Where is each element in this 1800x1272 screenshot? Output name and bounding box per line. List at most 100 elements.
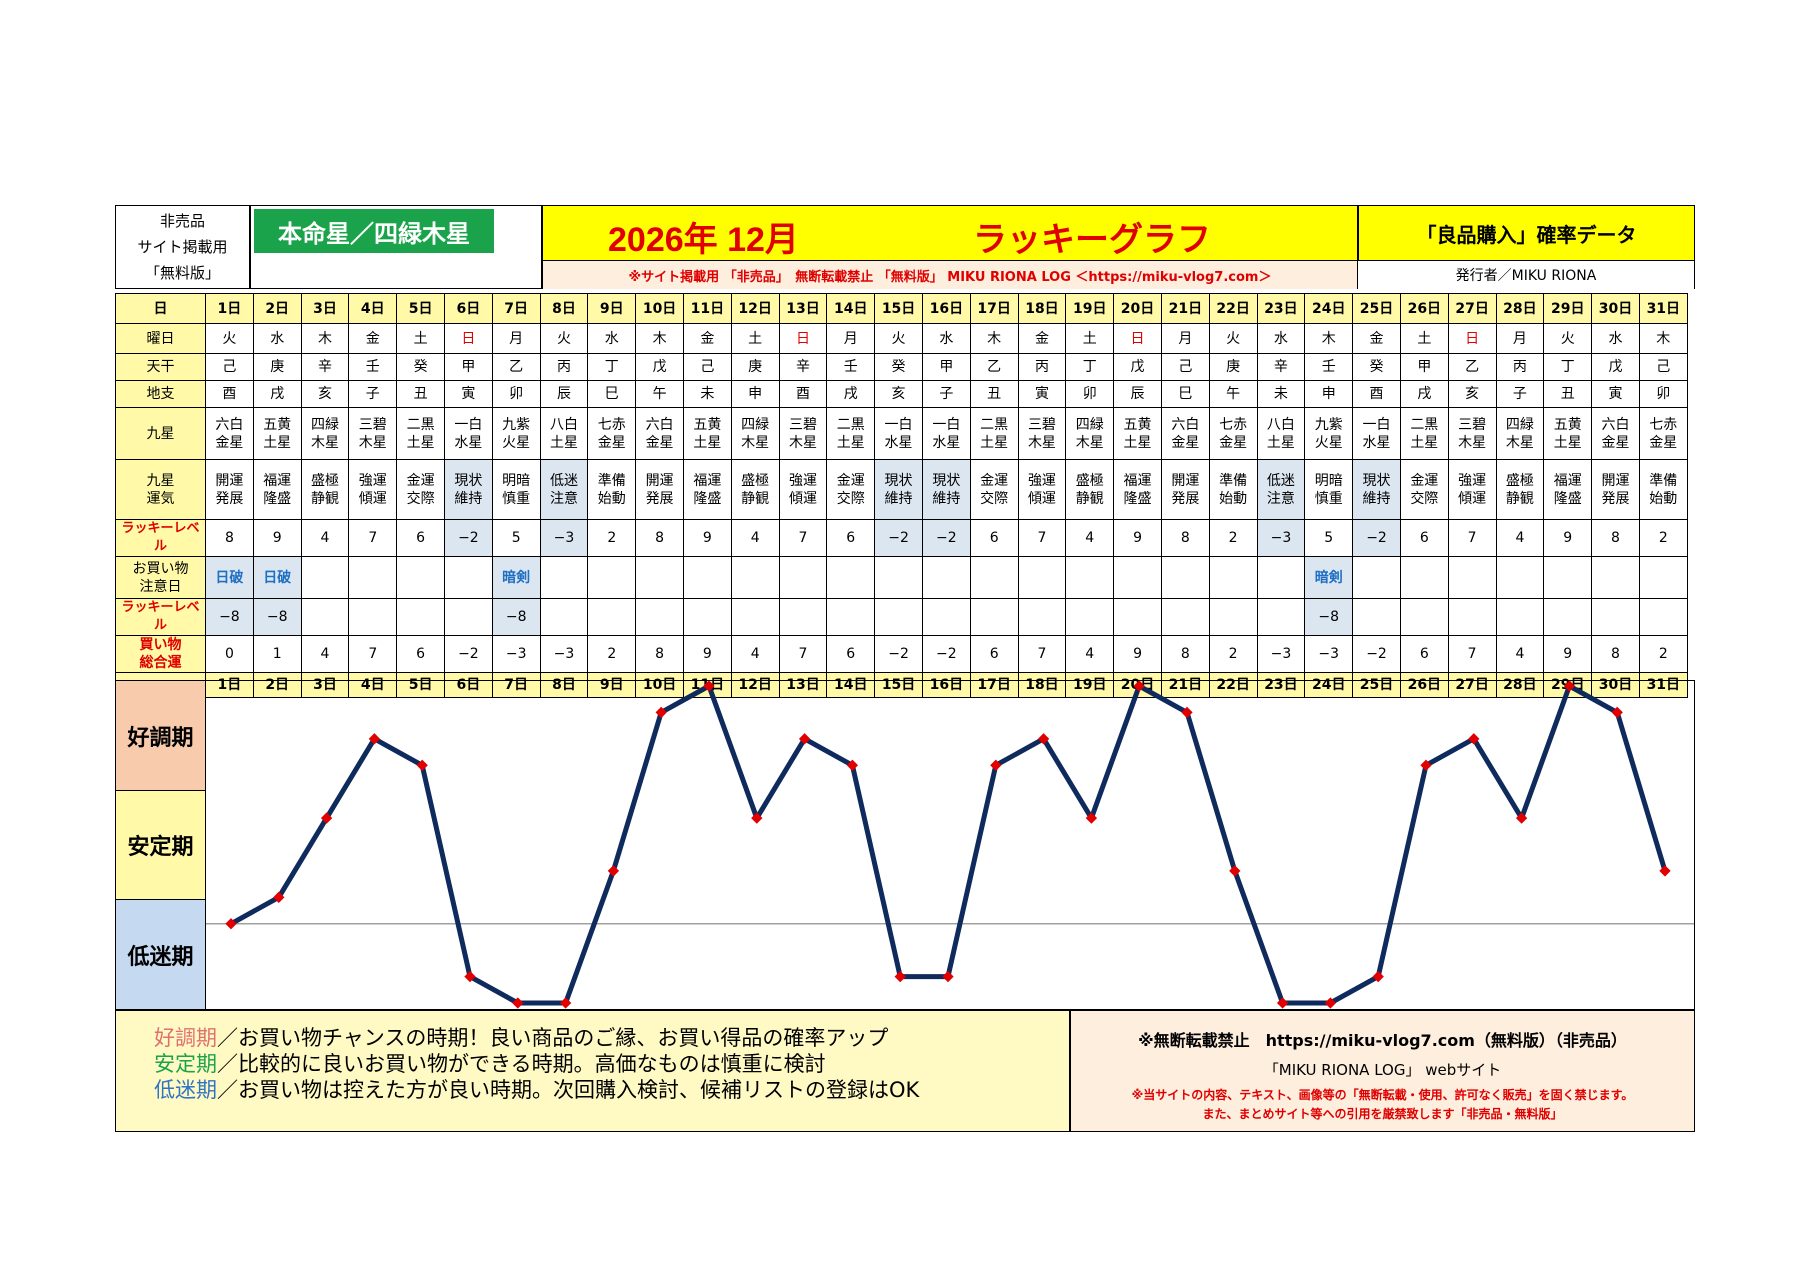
zone-stable-label: 安定期: [116, 791, 206, 900]
unki-cell: 盛極 静観: [730, 459, 780, 520]
weekday-row: 曜日火水木金土日月火水木金土日月火水木金土日月火水木金土日月火水木: [115, 323, 1688, 354]
day-bottom-cell: 8日: [539, 672, 589, 698]
weekday-cell: 水: [1256, 323, 1306, 354]
caution-level-cell: [1638, 598, 1688, 636]
day-bottom-cell: 6日: [443, 672, 493, 698]
data-point: [1372, 970, 1384, 983]
lucky-level-cell: −2: [443, 519, 493, 557]
kyusei-cell: 九紫 火星: [491, 407, 541, 460]
data-point: [273, 891, 285, 903]
chishi-cell: 辰: [1113, 380, 1162, 408]
chishi-row: 地支酉戌亥子丑寅卯辰巳午未申酉戌亥子丑寅卯辰巳午未申酉戌亥子丑寅卯: [115, 380, 1688, 408]
day-bottom-cell: 18日: [1017, 672, 1067, 698]
chishi-cell: 寅: [443, 380, 493, 408]
data-point: [607, 865, 620, 877]
day-cell: 1日: [205, 293, 254, 324]
legend-good-label: 好調期: [154, 1026, 217, 1050]
caution-cell: [1017, 556, 1067, 599]
legend-stable-text: ／比較的に良いお買い物ができる時期。高価なものは慎重に検討: [217, 1052, 826, 1076]
data-point: [990, 759, 1002, 771]
legend-stable-label: 安定期: [154, 1052, 217, 1076]
unki-cell: 福運 隆盛: [682, 459, 732, 520]
day-bottom-cell: 5日: [396, 672, 445, 698]
data-point: [751, 812, 763, 824]
caution-level-cell: [1208, 598, 1258, 636]
unki-cell: 福運 隆盛: [1543, 459, 1593, 520]
weekday-cell: 金: [348, 323, 398, 354]
kyusei-cell: 二黒 土星: [1399, 407, 1449, 460]
kyusei-cell: 一白 水星: [921, 407, 971, 460]
total-cell: 2: [1638, 635, 1688, 673]
weekday-cell: 火: [1543, 323, 1593, 354]
non-sale-line: 「無料版」: [144, 264, 220, 282]
kyusei-cell: 六白 金星: [1160, 407, 1210, 460]
publisher: 発行者／MIKU RIONA: [1358, 261, 1695, 289]
notice-box: ※無断転載禁止 https://miku-vlog7.com（無料版）（非売品）…: [1070, 1010, 1695, 1132]
header-blank: [250, 205, 542, 289]
kyusei-cell: 五黄 土星: [682, 407, 732, 460]
unki-cell: 現状 維持: [874, 459, 923, 520]
fortune-table: 日 1日 2日 3日 4日 5日 6日 7日 8日 9日 10日 11日 12日 13日 14日 15日 16日…: [115, 293, 1688, 698]
caution-cell: [1638, 556, 1688, 599]
legend-low-label: 低迷期: [154, 1078, 217, 1102]
lucky-level-cell: 6: [826, 519, 876, 557]
day-bottom-cell: 3日: [300, 672, 350, 698]
kyusei-cell: 二黒 土星: [826, 407, 876, 460]
chishi-cell: 巳: [1160, 380, 1210, 408]
chishi-cell: 卯: [1638, 380, 1688, 408]
caution-cell: [1352, 556, 1401, 599]
kyusei-cell: 八白 土星: [539, 407, 589, 460]
day-bottom-cell: 23日: [1256, 672, 1306, 698]
unki-cell: 金運 交際: [969, 459, 1019, 520]
kyusei-cell: 四緑 木星: [730, 407, 780, 460]
unki-cell: 金運 交際: [826, 459, 876, 520]
caution-level-cell: [1495, 598, 1545, 636]
day-cell: 17日: [969, 293, 1019, 324]
total-cell: 9: [1543, 635, 1593, 673]
unki-cell: 現状 維持: [921, 459, 971, 520]
kyusei-cell: 二黒 土星: [969, 407, 1019, 460]
lucky-level-cell: 2: [1208, 519, 1258, 557]
data-point: [225, 918, 237, 930]
caution-level-cell: [1399, 598, 1449, 636]
chishi-cell: 申: [1304, 380, 1354, 408]
weekday-cell: 土: [1399, 323, 1449, 354]
unki-cell: 強運 傾運: [1017, 459, 1067, 520]
kyusei-cell: 四緑 木星: [1495, 407, 1545, 460]
data-point: [320, 812, 333, 824]
tenkan-cell: 己: [1638, 353, 1688, 381]
unki-cell: 低迷 注意: [1256, 459, 1306, 520]
lucky-level-cell: 9: [252, 519, 302, 557]
lucky-level-cell: 4: [300, 519, 350, 557]
total-cell: 4: [300, 635, 350, 673]
chishi-cell: 子: [921, 380, 971, 408]
day-bottom-cell: 7日: [491, 672, 541, 698]
legend-box: 好調期／お買い物チャンスの時期！良い商品のご縁、お買い得品の確率アップ 安定期／…: [115, 1010, 1070, 1132]
day-cell: 20日: [1113, 293, 1162, 324]
tenkan-cell: 丙: [1017, 353, 1067, 381]
total-label: 買い物 総合運: [115, 635, 206, 673]
unki-cell: 盛極 静観: [1495, 459, 1545, 520]
caution-cell: [778, 556, 828, 599]
caution-cell: [682, 556, 732, 599]
day-cell: 31日: [1638, 293, 1688, 324]
day-cell: 3日: [300, 293, 350, 324]
day-cell: 24日: [1304, 293, 1354, 324]
weekday-cell: 水: [587, 323, 637, 354]
lucky-level-cell: 7: [1447, 519, 1497, 557]
tenkan-cell: 甲: [1399, 353, 1449, 381]
day-cell: 30日: [1591, 293, 1640, 324]
data-point: [1324, 997, 1337, 1009]
lucky-level-cell: 8: [635, 519, 684, 557]
day-bottom-cell: 25日: [1352, 672, 1401, 698]
weekday-cell: 火: [874, 323, 923, 354]
day-cell: 11日: [682, 293, 732, 324]
total-cell: 7: [1017, 635, 1067, 673]
legend-low-text: ／お買い物は控えた方が良い時期。次回購入検討、候補リストの登録はOK: [217, 1078, 920, 1102]
unki-cell: 金運 交際: [396, 459, 445, 520]
unki-cell: 強運 傾運: [778, 459, 828, 520]
weekday-cell: 水: [1591, 323, 1640, 354]
unki-row: 九星 運気 開運 発展 福運 隆盛 盛極 静観 強運 傾運 金運 交際 現状 維持 明暗 慎重…: [115, 459, 1688, 520]
data-point: [846, 759, 859, 771]
title-lucky-graph: ラッキーグラフ: [973, 220, 1211, 260]
